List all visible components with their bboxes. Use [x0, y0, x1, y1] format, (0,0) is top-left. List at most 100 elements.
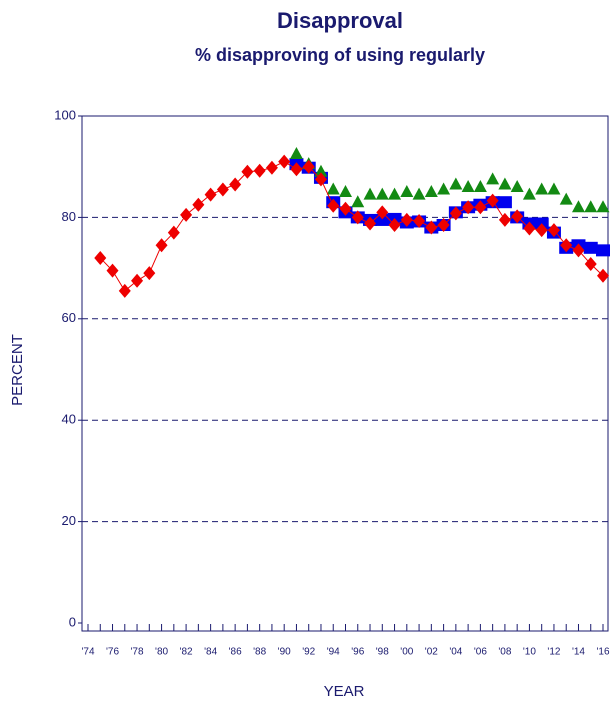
triangle-marker: [547, 182, 561, 195]
diamond-marker: [364, 216, 377, 231]
diamond-marker: [547, 223, 560, 238]
triangle-marker: [571, 200, 585, 213]
x-tick-label: '90: [278, 647, 291, 658]
triangle-marker: [289, 147, 303, 160]
triangle-marker: [596, 200, 610, 213]
x-tick-label: '78: [131, 647, 144, 658]
diamond-marker: [180, 207, 193, 222]
x-tick-label: '04: [449, 647, 462, 658]
square-marker: [583, 241, 598, 254]
diamond-marker: [290, 162, 303, 177]
x-tick-label: '82: [180, 647, 193, 658]
diamond-marker: [339, 201, 352, 216]
x-tick-label: '80: [155, 647, 168, 658]
diamond-marker: [302, 159, 315, 174]
x-tick-label: '16: [596, 647, 609, 658]
chart-subtitle: % disapproving of using regularly: [195, 45, 485, 65]
triangle-marker: [375, 187, 389, 200]
x-tick-label: '94: [327, 647, 340, 658]
diamond-marker: [143, 266, 156, 281]
diamond-marker: [376, 205, 389, 220]
x-tick-label: '98: [376, 647, 389, 658]
diamond-marker: [192, 197, 205, 212]
triangle-marker: [522, 187, 536, 200]
diamond-marker: [351, 210, 364, 225]
y-tick-label: 60: [62, 310, 76, 325]
diamond-marker: [400, 212, 413, 227]
y-tick-label: 20: [62, 513, 76, 528]
diamond-marker: [253, 163, 266, 178]
triangle-marker: [498, 177, 512, 190]
triangle-marker: [584, 200, 598, 213]
x-tick-label: '74: [81, 647, 94, 658]
diamond-marker: [560, 238, 573, 253]
x-tick-label: '76: [106, 647, 119, 658]
triangle-marker: [424, 185, 438, 198]
x-axis-label: YEAR: [324, 683, 365, 700]
diamond-marker: [204, 187, 217, 202]
x-tick-label: '14: [572, 647, 585, 658]
chart-title: Disapproval: [277, 8, 403, 33]
x-tick-label: '88: [253, 647, 266, 658]
diamond-marker: [584, 257, 597, 272]
y-tick-label: 0: [69, 614, 76, 629]
triangle-marker: [412, 187, 426, 200]
triangle-marker: [388, 187, 402, 200]
y-tick-label: 40: [62, 412, 76, 427]
triangle-marker: [400, 185, 414, 198]
x-tick-label: '84: [204, 647, 217, 658]
triangle-marker: [559, 192, 573, 205]
diamond-marker: [155, 238, 168, 253]
diamond-marker: [437, 218, 450, 233]
x-tick-label: '12: [547, 647, 560, 658]
diamond-marker: [216, 182, 229, 197]
diamond-marker: [523, 221, 536, 236]
diamond-marker: [106, 263, 119, 278]
diamond-marker: [535, 223, 548, 238]
triangle-marker: [510, 179, 524, 192]
triangle-marker: [535, 182, 549, 195]
square-marker: [375, 213, 390, 226]
triangle-marker: [473, 179, 487, 192]
diamond-marker: [265, 160, 278, 175]
triangle-marker: [437, 182, 451, 195]
diamond-marker: [229, 177, 242, 192]
diamond-marker: [388, 218, 401, 233]
y-tick-label: 100: [54, 107, 76, 122]
square-marker: [596, 244, 610, 257]
diamond-marker: [572, 243, 585, 258]
diamond-marker: [413, 213, 426, 228]
diamond-marker: [462, 200, 475, 215]
diamond-marker: [278, 154, 291, 169]
y-axis-label: PERCENT: [9, 334, 26, 406]
diamond-marker: [314, 172, 327, 187]
x-tick-label: '06: [474, 647, 487, 658]
square-marker: [497, 196, 512, 209]
x-tick-label: '00: [400, 647, 413, 658]
triangle-marker: [363, 187, 377, 200]
diamond-marker: [486, 193, 499, 208]
x-tick-label: '92: [302, 647, 315, 658]
x-tick-label: '96: [351, 647, 364, 658]
diamond-marker: [131, 273, 144, 288]
triangle-marker: [351, 195, 365, 208]
x-tick-label: '02: [425, 647, 438, 658]
x-tick-label: '08: [498, 647, 511, 658]
x-tick-label: '86: [229, 647, 242, 658]
y-tick-label: 80: [62, 209, 76, 224]
diamond-marker: [425, 220, 438, 235]
triangle-marker: [449, 177, 463, 190]
diamond-marker: [241, 164, 254, 179]
diamond-marker: [167, 225, 180, 240]
triangle-marker: [461, 179, 475, 192]
diamond-marker: [94, 250, 107, 265]
triangle-marker: [486, 172, 500, 185]
triangle-marker: [339, 185, 352, 198]
diamond-marker: [449, 206, 462, 221]
triangle-marker: [326, 182, 340, 195]
diamond-marker: [511, 209, 524, 224]
diamond-marker: [118, 283, 131, 298]
diamond-marker: [597, 268, 609, 283]
triangle-marker: [314, 164, 328, 177]
